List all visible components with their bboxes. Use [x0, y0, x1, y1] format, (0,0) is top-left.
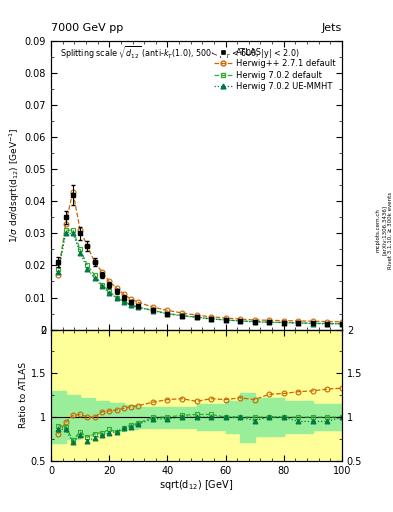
Text: Splitting scale $\sqrt{d_{12}}$ (anti-$k_T$(1.0), 500< $p_T$ < 600, |y| < 2.0): Splitting scale $\sqrt{d_{12}}$ (anti-$k… [60, 44, 300, 61]
Y-axis label: Ratio to ATLAS: Ratio to ATLAS [19, 362, 28, 428]
Text: mcplots.cern.ch: mcplots.cern.ch [376, 208, 381, 252]
Legend: ATLAS, Herwig++ 2.7.1 default, Herwig 7.0.2 default, Herwig 7.0.2 UE-MMHT: ATLAS, Herwig++ 2.7.1 default, Herwig 7.… [211, 45, 338, 94]
X-axis label: sqrt(d$_{12}$) [GeV]: sqrt(d$_{12}$) [GeV] [160, 478, 233, 493]
Text: Jets: Jets [321, 23, 342, 33]
Text: Rivet 3.1.10, ≥ 300k events: Rivet 3.1.10, ≥ 300k events [388, 192, 393, 269]
Text: 7000 GeV pp: 7000 GeV pp [51, 23, 123, 33]
Text: [arXiv:1306.3436]: [arXiv:1306.3436] [382, 205, 387, 255]
Y-axis label: 1/$\sigma$ d$\sigma$/dsqrt(d$_{12}$) [GeV$^{-1}$]: 1/$\sigma$ d$\sigma$/dsqrt(d$_{12}$) [Ge… [7, 127, 22, 243]
